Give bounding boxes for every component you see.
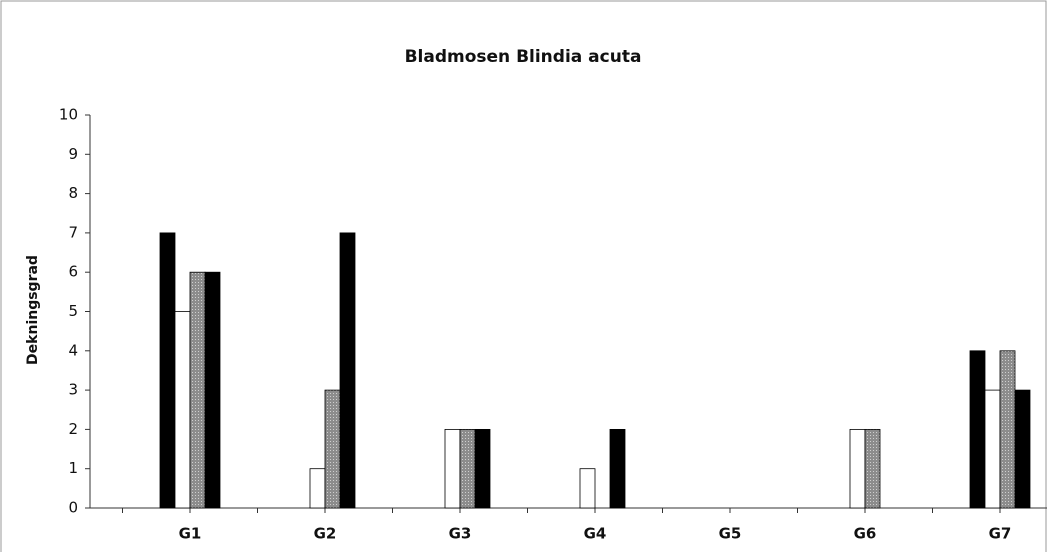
y-tick-label: 5 xyxy=(68,302,78,320)
bar xyxy=(999,350,1016,509)
bar xyxy=(204,271,221,509)
bar xyxy=(339,232,356,509)
bar xyxy=(864,428,881,509)
x-tick-label: G3 xyxy=(449,525,472,543)
y-tick-label: 6 xyxy=(68,263,78,281)
y-axis-label: Dekningsgrad xyxy=(25,255,41,365)
x-tick-label: G7 xyxy=(989,525,1012,543)
bar xyxy=(969,350,986,509)
y-tick-label: 0 xyxy=(68,499,78,517)
bar xyxy=(459,428,476,509)
chart-title: Bladmosen Blindia acuta xyxy=(405,47,642,67)
bar xyxy=(309,468,326,509)
x-tick-label: G4 xyxy=(584,525,607,543)
bar xyxy=(849,428,866,509)
x-tick-label: G1 xyxy=(179,525,202,543)
bar xyxy=(444,428,461,509)
y-tick-label: 4 xyxy=(68,341,78,359)
y-tick-label: 3 xyxy=(68,381,78,399)
x-tick-label: G5 xyxy=(719,525,742,543)
y-tick-label: 2 xyxy=(68,420,78,438)
bar xyxy=(324,389,341,509)
y-tick-label: 9 xyxy=(68,145,78,163)
y-tick-label: 7 xyxy=(68,223,78,241)
bar xyxy=(984,389,1001,509)
y-tick-label: 10 xyxy=(59,106,78,124)
x-tick-label: G6 xyxy=(854,525,877,543)
bar xyxy=(189,271,206,509)
bar xyxy=(474,428,491,509)
bar xyxy=(174,311,191,509)
x-tick-label: G2 xyxy=(314,525,337,543)
bar xyxy=(609,428,626,509)
bar xyxy=(1014,389,1031,509)
bar xyxy=(159,232,176,509)
y-tick-label: 1 xyxy=(68,459,78,477)
bar xyxy=(579,468,596,509)
y-tick-label: 8 xyxy=(68,184,78,202)
